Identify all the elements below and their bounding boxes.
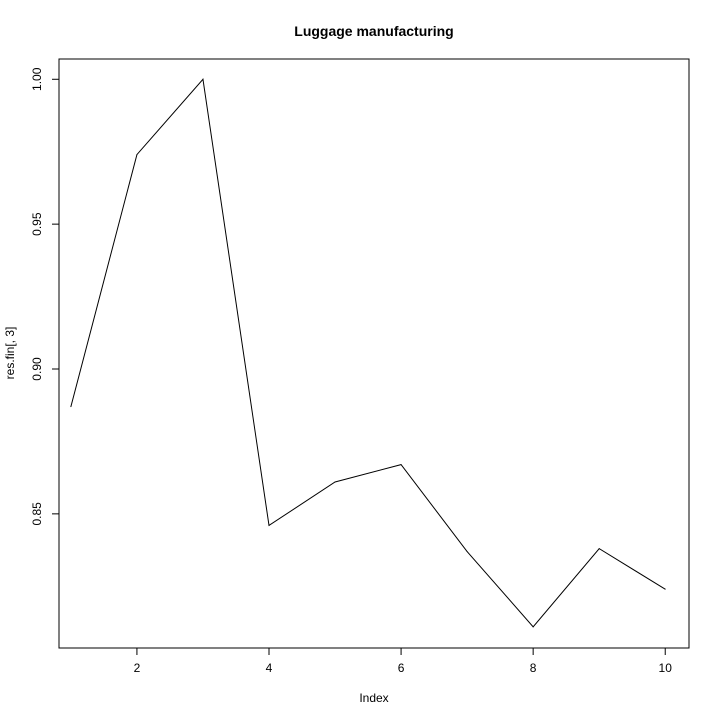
y-axis-label: res.fin[, 3]: [3, 327, 17, 380]
data-point: [70, 406, 72, 408]
data-point: [400, 464, 402, 466]
x-axis-label: Index: [359, 691, 388, 705]
data-point: [598, 548, 600, 550]
data-point: [664, 588, 666, 590]
x-axis: 2 4 6 8 10: [134, 647, 673, 675]
x-tick-label: 4: [266, 661, 273, 675]
series-line: [70, 78, 666, 628]
x-tick-label: 6: [398, 661, 405, 675]
data-point: [532, 626, 534, 628]
y-axis: 0.85 0.90 0.95 1.00: [30, 67, 60, 526]
x-tick-label: 8: [530, 661, 537, 675]
data-point: [268, 524, 270, 526]
x-tick-label: 10: [659, 661, 673, 675]
y-tick-label: 0.90: [30, 357, 44, 381]
data-point: [202, 78, 204, 80]
y-tick-label: 1.00: [30, 67, 44, 91]
chart-title: Luggage manufacturing: [294, 23, 453, 39]
y-tick-label: 0.85: [30, 502, 44, 526]
x-tick-label: 2: [134, 661, 141, 675]
plot-frame: [58, 58, 690, 649]
data-point: [334, 481, 336, 483]
data-point: [466, 551, 468, 553]
data-point: [136, 154, 138, 156]
y-tick-label: 0.95: [30, 212, 44, 236]
series-layer: [70, 78, 666, 628]
